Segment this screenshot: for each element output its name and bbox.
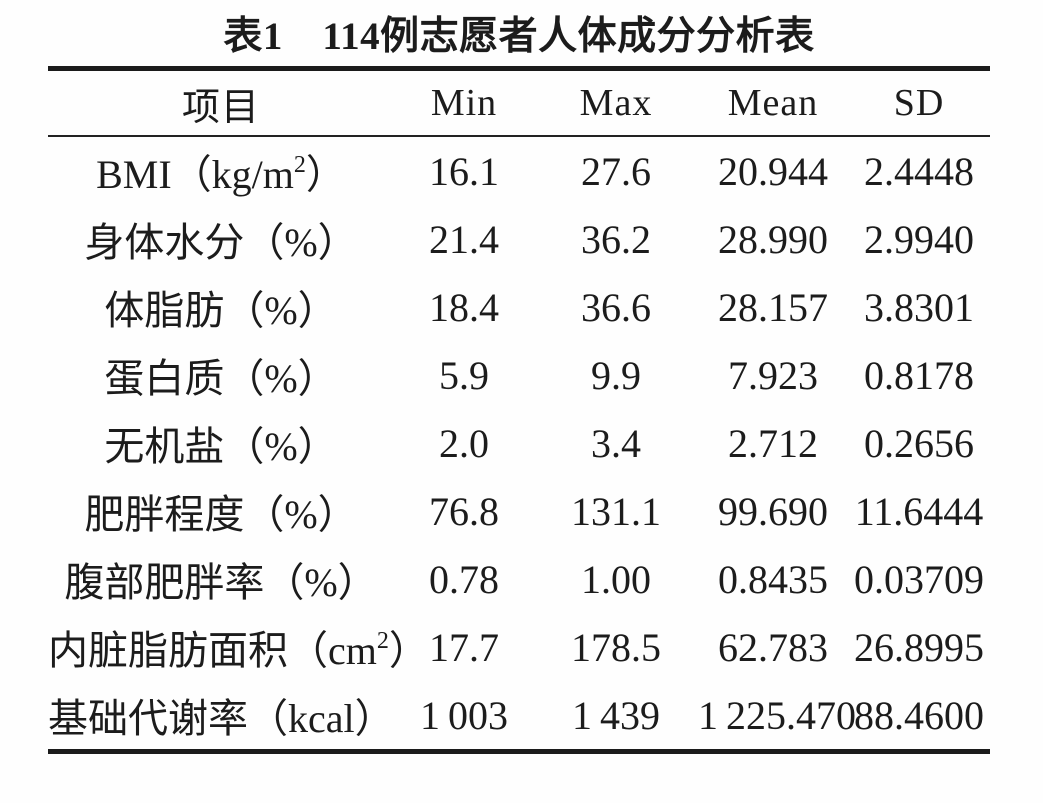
row-label: 蛋白质（%） [104,356,338,401]
cell-max: 36.6 [581,284,651,330]
cell-min: 18.4 [429,284,499,330]
header-sd: SD [848,68,990,137]
row-label: 基础代谢率（kcal） [48,696,395,741]
cell-mean: 62.783 [718,624,828,670]
cell-min: 1 003 [419,692,508,738]
cell-mean: 99.690 [718,488,828,534]
cell-mean: 0.8435 [718,556,828,602]
cell-mean: 7.923 [728,352,818,398]
table-row-visceral-fat-area: 内脏脂肪面积（cm2） 17.7 178.5 62.783 26.8995 [48,613,990,681]
cell-min: 76.8 [429,488,499,534]
cell-sd: 26.8995 [854,624,984,670]
body-composition-table: 项目 Min Max Mean SD BMI（kg/m2） 16.1 27.6 … [48,66,990,754]
table-header: 项目 Min Max Mean SD [48,68,990,137]
cell-mean: 28.990 [718,216,828,262]
row-label: 内脏脂肪面积（cm2） [48,627,429,673]
cell-max: 27.6 [581,148,651,194]
cell-min: 0.78 [429,556,499,602]
header-min: Min [394,68,534,137]
cell-mean: 2.712 [728,420,818,466]
superscript: 2 [293,151,306,178]
row-label: 体脂肪（%） [104,288,338,333]
table-row-body-water: 身体水分（%） 21.4 36.2 28.990 2.9940 [48,205,990,273]
cell-sd: 2.4448 [864,148,974,194]
table-row-body-fat: 体脂肪（%） 18.4 36.6 28.157 3.8301 [48,273,990,341]
header-item: 项目 [48,68,394,137]
cell-max: 131.1 [571,488,661,534]
row-label: 腹部肥胖率（%） [64,560,378,605]
cell-max: 178.5 [571,624,661,670]
table-row-abdominal-fat-rate: 腹部肥胖率（%） 0.78 1.00 0.8435 0.03709 [48,545,990,613]
cell-min: 21.4 [429,216,499,262]
cell-max: 1 439 [571,692,660,738]
row-label: 无机盐（%） [104,424,338,469]
cell-sd: 3.8301 [864,284,974,330]
header-row: 项目 Min Max Mean SD [48,68,990,137]
cell-sd: 0.2656 [864,420,974,466]
cell-min: 2.0 [439,420,489,466]
row-label: 肥胖程度（%） [84,492,358,537]
table-row-minerals: 无机盐（%） 2.0 3.4 2.712 0.2656 [48,409,990,477]
superscript: 2 [376,627,389,654]
cell-mean: 28.157 [718,284,828,330]
cell-min: 17.7 [429,624,499,670]
table-row-basal-metabolic-rate: 基础代谢率（kcal） 1 003 1 439 1 225.470 88.460… [48,681,990,752]
table-body: BMI（kg/m2） 16.1 27.6 20.944 2.4448 身体水分（… [48,136,990,752]
cell-max: 36.2 [581,216,651,262]
row-label: BMI（kg/m2） [96,151,346,197]
cell-min: 16.1 [429,148,499,194]
cell-sd: 0.8178 [864,352,974,398]
cell-max: 1.00 [581,556,651,602]
cell-max: 9.9 [591,352,641,398]
header-mean: Mean [698,68,848,137]
cell-sd: 0.03709 [854,556,984,602]
cell-sd: 11.6444 [854,488,984,534]
table-title: 表1 114例志愿者人体成分分析表 [223,15,815,58]
cell-mean: 1 225.470 [698,692,857,738]
cell-min: 5.9 [439,352,489,398]
cell-sd: 88.4600 [854,692,984,738]
cell-mean: 20.944 [718,148,828,194]
row-label: 身体水分（%） [84,220,358,265]
header-max: Max [534,68,698,137]
table-row-obesity-degree: 肥胖程度（%） 76.8 131.1 99.690 11.6444 [48,477,990,545]
cell-max: 3.4 [591,420,641,466]
cell-sd: 2.9940 [864,216,974,262]
table-row-bmi: BMI（kg/m2） 16.1 27.6 20.944 2.4448 [48,136,990,205]
table-row-protein: 蛋白质（%） 5.9 9.9 7.923 0.8178 [48,341,990,409]
